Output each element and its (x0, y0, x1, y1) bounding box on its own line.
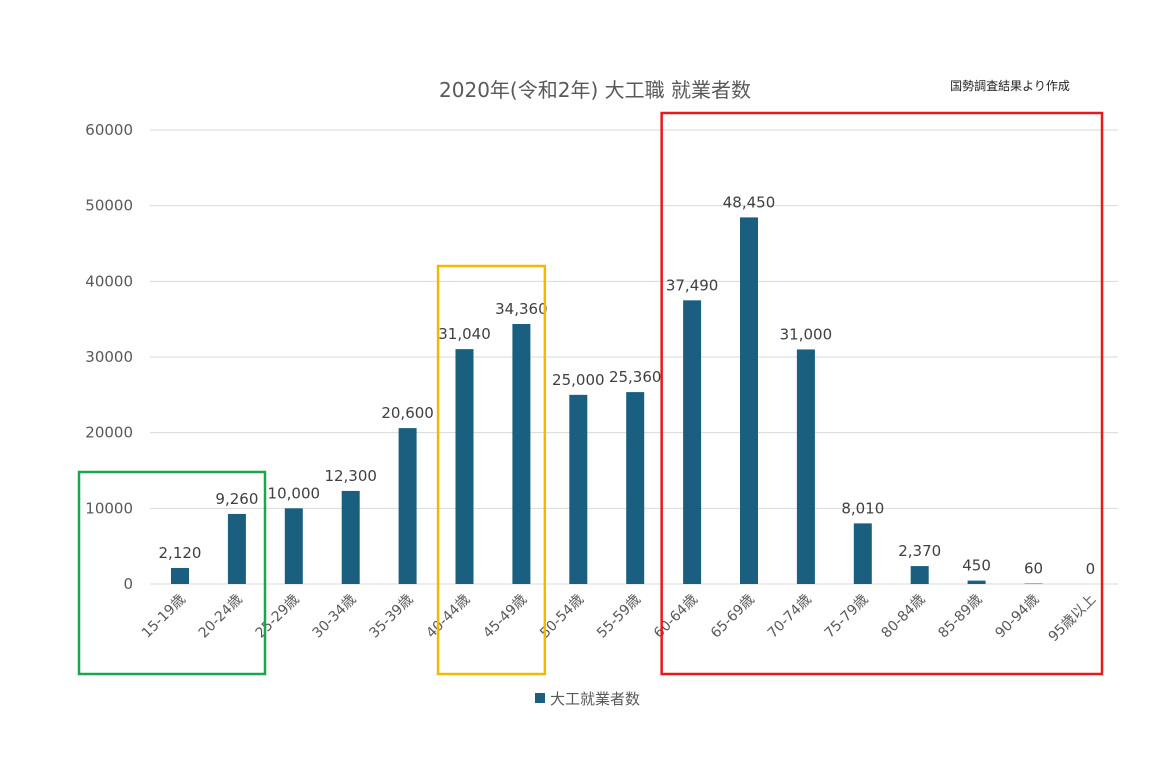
data-label: 2,120 (159, 544, 202, 562)
bar (683, 300, 702, 584)
x-tick-label: 40-44歳 (423, 592, 473, 642)
bar (398, 428, 417, 584)
data-label: 12,300 (324, 467, 377, 485)
bar (796, 349, 815, 584)
data-label: 0 (1086, 560, 1096, 578)
data-label: 8,010 (841, 499, 884, 517)
x-tick-label: 75-79歳 (822, 592, 872, 642)
highlight-box (436, 264, 547, 676)
bar (227, 513, 246, 584)
x-tick-label: 30-34歳 (310, 592, 360, 642)
x-tick-label: 45-49歳 (480, 592, 530, 642)
data-label: 20,600 (381, 404, 434, 422)
x-tick-label: 65-69歳 (708, 592, 758, 642)
legend-swatch (535, 693, 545, 703)
x-tick-label: 35-39歳 (366, 592, 416, 642)
bar (512, 324, 531, 584)
bar (740, 217, 758, 584)
x-tick-label: 85-89歳 (935, 592, 985, 642)
y-tick-label: 10000 (85, 499, 133, 517)
bar (455, 349, 474, 584)
y-tick-label: 40000 (85, 272, 133, 290)
x-tick-label: 25-29歳 (253, 592, 303, 642)
data-label: 2,370 (898, 542, 941, 560)
bars (171, 217, 1043, 584)
y-axis: 0 10000 20000 30000 40000 50000 60000 (85, 121, 133, 593)
chart-title: 2020年(令和2年) 大工職 就業者数 (439, 78, 751, 102)
data-label: 48,450 (723, 193, 776, 211)
x-axis: 15-19歳 20-24歳 25-29歳 30-34歳 35-39歳 40-44歳 45-4… (139, 592, 1099, 646)
legend-label: 大工就業者数 (550, 690, 640, 708)
data-label: 25,000 (552, 371, 605, 389)
x-tick-label: 90-94歳 (992, 592, 1042, 642)
data-label: 25,360 (609, 368, 662, 386)
bar (967, 580, 986, 584)
bar (626, 392, 645, 584)
x-tick-label: 95歳以上 (1046, 592, 1100, 646)
bar (910, 566, 929, 584)
data-label: 34,360 (495, 300, 548, 318)
x-tick-label: 15-19歳 (139, 592, 189, 642)
y-tick-label: 20000 (85, 424, 133, 442)
x-tick-label: 70-74歳 (765, 592, 815, 642)
bar (341, 490, 360, 584)
source-note: 国勢調査結果より作成 (950, 78, 1070, 93)
data-label: 9,260 (215, 490, 258, 508)
data-label: 450 (962, 557, 991, 575)
y-tick-label: 30000 (85, 348, 133, 366)
highlight-box (77, 470, 267, 676)
highlight-box (660, 111, 1104, 676)
y-tick-label: 60000 (85, 121, 133, 139)
data-label: 37,490 (666, 276, 719, 294)
x-tick-label: 20-24歳 (196, 592, 246, 642)
bar (569, 394, 588, 584)
x-tick-label: 60-64歳 (651, 592, 701, 642)
highlight-boxes (77, 111, 1104, 676)
bar (284, 508, 303, 584)
y-tick-label: 0 (123, 575, 133, 593)
bar (853, 523, 872, 584)
data-label: 31,000 (780, 325, 833, 343)
bar (171, 567, 189, 584)
x-tick-label: 55-59歳 (594, 592, 644, 642)
data-label: 31,040 (438, 325, 491, 343)
data-label: 10,000 (268, 484, 321, 502)
x-tick-label: 80-84歳 (879, 592, 929, 642)
y-tick-label: 50000 (85, 197, 133, 215)
data-label: 60 (1024, 560, 1043, 578)
legend: 大工就業者数 (535, 690, 640, 708)
